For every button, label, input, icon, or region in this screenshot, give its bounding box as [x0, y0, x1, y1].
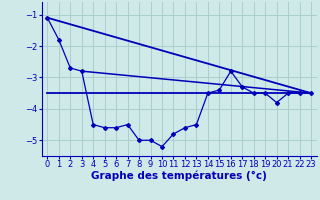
X-axis label: Graphe des températures (°c): Graphe des températures (°c) [91, 171, 267, 181]
